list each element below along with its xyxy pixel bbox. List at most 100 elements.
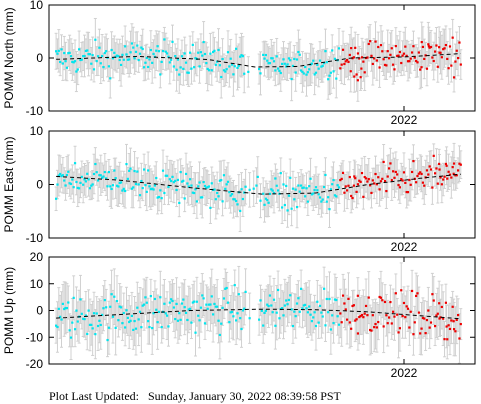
error-bars: [54, 262, 463, 364]
data-point: [114, 177, 117, 180]
data-point: [69, 182, 73, 186]
data-point: [402, 171, 406, 174]
data-point: [102, 307, 105, 310]
data-point: [295, 302, 299, 305]
data-point: [364, 304, 368, 308]
data-point: [228, 191, 231, 194]
data-point: [282, 183, 285, 186]
data-point: [438, 302, 441, 305]
data-point: [149, 48, 152, 52]
data-point: [446, 57, 449, 61]
data-point: [240, 54, 243, 57]
data-point: [188, 307, 192, 310]
data-point: [67, 52, 70, 55]
data-point: [419, 171, 422, 174]
data-point: [129, 319, 132, 322]
data-point: [206, 307, 209, 310]
x-tick-label: 2022: [391, 113, 418, 127]
data-point: [442, 178, 445, 181]
data-point: [389, 53, 392, 56]
data-point: [128, 58, 131, 61]
data-point: [297, 297, 300, 300]
data-point: [286, 303, 289, 306]
data-point: [130, 42, 133, 45]
data-point: [310, 320, 314, 323]
data-point: [454, 330, 457, 333]
data-point: [448, 45, 452, 48]
data-point: [351, 196, 354, 200]
data-point: [358, 179, 361, 182]
data-point: [371, 314, 374, 317]
data-point: [360, 313, 364, 317]
data-point: [126, 177, 129, 180]
data-point: [433, 324, 437, 328]
data-point: [263, 203, 266, 206]
data-point: [298, 190, 301, 193]
data-point: [337, 186, 341, 189]
data-point: [55, 50, 58, 53]
data-point: [241, 309, 244, 312]
data-point: [198, 319, 201, 322]
data-point: [421, 45, 425, 49]
data-point: [291, 64, 295, 68]
data-point: [72, 61, 75, 64]
data-point: [282, 314, 285, 317]
data-point: [184, 311, 188, 315]
data-point: [225, 183, 228, 186]
data-point: [332, 178, 335, 182]
data-point: [205, 186, 208, 189]
data-point: [324, 324, 327, 327]
data-point: [447, 67, 450, 70]
data-point: [412, 159, 415, 163]
data-point: [318, 196, 322, 199]
data-point: [320, 311, 323, 314]
data-point: [107, 326, 110, 329]
data-point: [266, 303, 269, 306]
data-point: [239, 317, 242, 320]
data-point: [364, 177, 368, 180]
data-point: [410, 289, 414, 293]
data-point: [149, 188, 152, 191]
data-point: [390, 47, 393, 50]
data-point: [363, 175, 366, 179]
data-point: [201, 294, 204, 297]
data-point: [220, 75, 223, 79]
data-point: [428, 165, 431, 168]
data-point: [360, 67, 363, 70]
data-point: [270, 304, 273, 307]
data-point: [378, 295, 381, 299]
data-point: [236, 312, 239, 315]
data-point: [313, 73, 316, 76]
data-point: [221, 57, 224, 61]
data-point: [367, 296, 370, 299]
data-point: [344, 185, 347, 188]
data-point: [390, 179, 393, 182]
data-point: [207, 69, 211, 72]
data-point: [160, 60, 163, 63]
data-point: [59, 172, 62, 176]
data-point: [275, 184, 278, 187]
data-point: [84, 314, 87, 317]
data-point: [125, 163, 128, 166]
data-point: [438, 51, 441, 54]
data-point: [304, 303, 307, 307]
data-point: [175, 68, 178, 71]
data-point: [124, 189, 127, 193]
data-point: [64, 60, 67, 63]
data-point: [451, 36, 454, 39]
y-tick-label: 10: [30, 124, 44, 138]
data-point: [316, 63, 319, 66]
data-point: [305, 187, 308, 190]
data-point: [145, 190, 148, 193]
data-point: [132, 328, 135, 331]
data-point: [327, 78, 330, 81]
data-point: [259, 299, 262, 302]
data-point: [233, 198, 236, 201]
data-point: [229, 311, 232, 314]
data-point: [178, 201, 181, 205]
data-point: [317, 193, 320, 196]
data-point: [335, 195, 338, 198]
data-point: [363, 71, 366, 74]
data-point: [359, 314, 362, 318]
